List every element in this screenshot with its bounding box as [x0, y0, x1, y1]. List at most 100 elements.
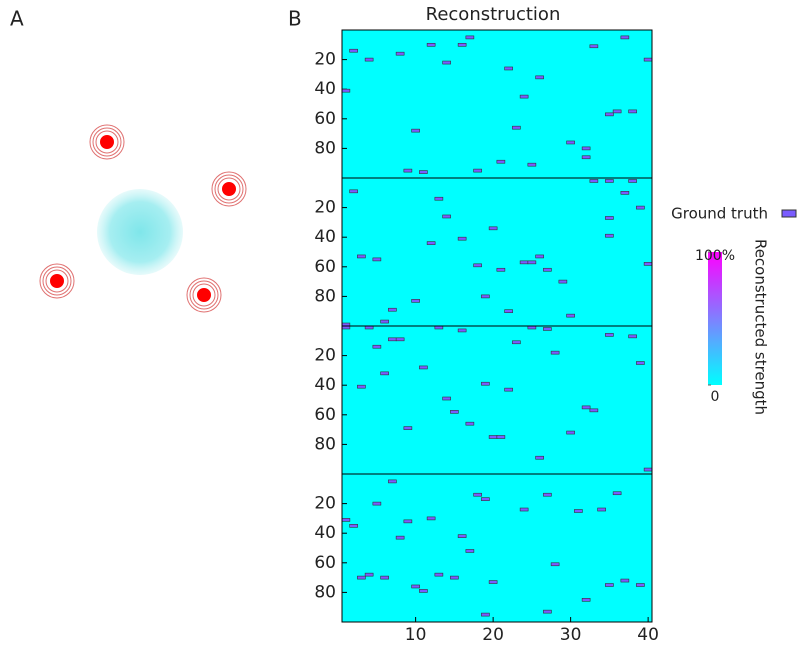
ground-truth-marker: [473, 263, 482, 268]
ground-truth-marker: [411, 584, 420, 589]
ground-truth-marker: [457, 236, 467, 241]
ground-truth-marker: [388, 337, 397, 342]
ground-truth-marker: [543, 267, 552, 272]
y-tick-label: 20: [314, 50, 336, 70]
ground-truth-marker: [488, 226, 498, 231]
legend-label: Ground truth: [671, 205, 768, 223]
ground-truth-marker: [504, 309, 513, 314]
ground-truth-marker: [457, 534, 467, 538]
ground-truth-marker: [605, 179, 614, 183]
ground-truth-marker: [419, 365, 428, 370]
ground-truth-marker: [512, 340, 521, 345]
ground-truth-marker: [636, 361, 645, 365]
ground-truth-marker: [450, 410, 459, 414]
y-tick-label: 20: [314, 198, 336, 218]
ground-truth-marker: [636, 205, 645, 210]
ground-truth-marker: [605, 233, 614, 238]
colorbar-label: Reconstructed strength: [752, 239, 770, 415]
ground-truth-marker: [434, 196, 444, 201]
ground-truth-marker: [643, 262, 653, 266]
ground-truth-marker: [628, 109, 637, 114]
ground-truth-marker: [574, 509, 583, 513]
y-tick-label: 60: [314, 109, 336, 129]
ground-truth-marker: [473, 168, 482, 173]
y-tick-label: 80: [314, 286, 336, 306]
ground-truth-marker: [512, 125, 521, 130]
ground-truth-marker: [419, 170, 428, 174]
colorbar-tick-label: 100%: [695, 248, 735, 264]
ground-truth-marker: [457, 42, 467, 47]
ground-truth-marker: [550, 562, 560, 567]
ground-truth-marker: [620, 191, 630, 195]
heatmap-panel: [342, 474, 652, 622]
ground-truth-marker: [581, 597, 591, 602]
ground-truth-marker: [620, 35, 630, 40]
ground-truth-marker: [481, 612, 490, 617]
ground-truth-marker: [349, 189, 358, 194]
panel-label: A: [10, 7, 24, 31]
ground-truth-marker: [527, 260, 537, 265]
ground-truth-marker: [450, 575, 459, 580]
ground-truth-marker: [581, 405, 591, 410]
heatmap-panel: [342, 178, 652, 326]
x-tick-label: 30: [560, 625, 582, 645]
ground-truth-marker: [543, 492, 552, 497]
ground-truth-marker: [597, 507, 606, 512]
heatmap-panel: [342, 326, 652, 474]
heatmap-panel: [342, 30, 652, 178]
ground-truth-marker: [519, 507, 529, 512]
y-tick-label: 80: [314, 434, 336, 454]
ground-truth-marker: [403, 519, 413, 524]
ground-truth-marker: [372, 257, 382, 262]
ground-truth-marker: [504, 387, 513, 392]
ground-truth-marker: [527, 162, 537, 167]
y-tick-label: 20: [314, 346, 336, 366]
ground-truth-marker: [488, 580, 498, 584]
ground-truth-marker: [566, 140, 575, 145]
ground-truth-marker: [465, 35, 475, 40]
ground-truth-marker: [550, 350, 560, 355]
chart-title: Reconstruction: [426, 4, 561, 25]
ground-truth-marker: [364, 57, 374, 62]
legend-marker: [781, 209, 797, 218]
ground-truth-marker: [395, 337, 405, 342]
ground-truth-marker: [504, 66, 513, 71]
ground-truth-marker: [620, 578, 630, 583]
ground-truth-marker: [566, 313, 575, 318]
ground-truth-marker: [357, 254, 366, 259]
ground-truth-marker: [442, 396, 451, 401]
ground-truth-marker: [628, 334, 637, 339]
ground-truth-marker: [349, 48, 358, 53]
x-tick-label: 10: [405, 625, 427, 645]
x-tick-label: 20: [482, 625, 504, 645]
ground-truth-marker: [357, 575, 366, 580]
ground-truth-marker: [426, 42, 436, 47]
ground-truth-marker: [388, 479, 397, 484]
source-diagram: [39, 124, 247, 313]
ground-truth-marker: [372, 344, 382, 349]
y-tick-label: 20: [314, 494, 336, 514]
ground-truth-marker: [581, 146, 591, 151]
ground-truth-marker: [411, 299, 420, 303]
ground-truth-marker: [589, 44, 599, 49]
ground-truth-marker: [543, 327, 552, 331]
ground-truth-marker: [543, 609, 552, 614]
ground-truth-marker: [605, 333, 614, 337]
ground-truth-marker: [535, 75, 544, 80]
target-region: [97, 189, 183, 275]
ground-truth-marker: [372, 501, 382, 506]
ground-truth-marker: [605, 112, 614, 117]
ground-truth-marker: [496, 435, 506, 439]
ground-truth-marker: [341, 88, 351, 93]
ground-truth-marker: [442, 60, 451, 65]
ground-truth-marker: [589, 408, 599, 413]
ground-truth-marker: [612, 109, 622, 114]
ground-truth-marker: [535, 254, 544, 259]
ground-truth-marker: [388, 307, 397, 312]
ground-truth-marker: [481, 497, 490, 501]
ground-truth-marker: [496, 159, 506, 164]
y-tick-label: 60: [314, 553, 336, 573]
ground-truth-marker: [636, 583, 645, 587]
ground-truth-marker: [558, 279, 568, 284]
ground-truth-marker: [457, 328, 467, 333]
